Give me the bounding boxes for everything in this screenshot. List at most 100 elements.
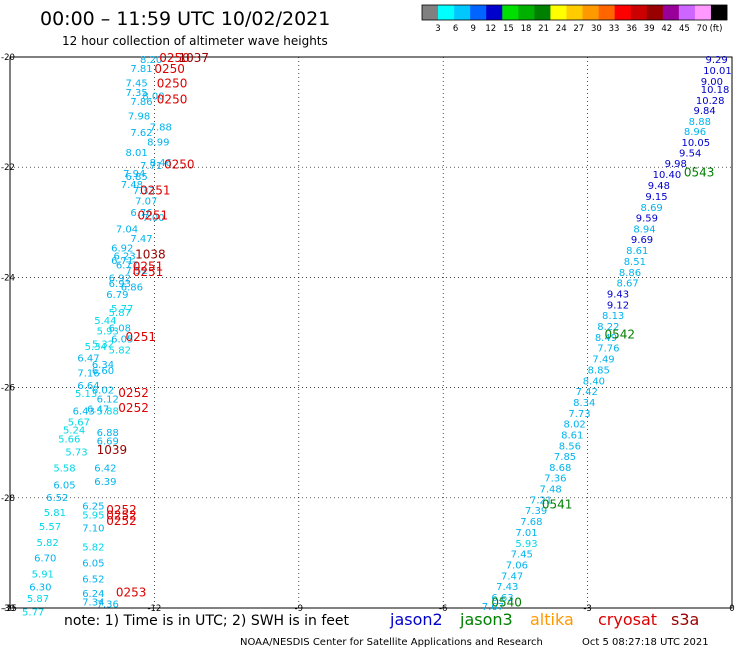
y-tick-label: -26 — [1, 384, 15, 394]
swh-value-label: 6.63 — [491, 593, 513, 604]
swh-value-label: 7.07 — [135, 196, 157, 207]
swh-value-label: 5.87 — [109, 308, 131, 319]
plot-area — [9, 56, 733, 609]
swh-value-label: 7.81 — [130, 64, 152, 75]
colorbar-label: 42 — [661, 24, 672, 34]
swh-value-label: 8.67 — [616, 278, 638, 289]
colorbar-swatch — [470, 5, 487, 20]
swh-value-label: 7.52 — [126, 266, 148, 277]
pass-time-label: 0252 — [106, 514, 137, 528]
legend-entry: s3a — [671, 610, 699, 629]
swh-value-label: 8.13 — [602, 311, 624, 322]
swh-value-label: 6.05 — [82, 558, 104, 569]
swh-value-label: 6.77 — [116, 260, 138, 271]
swh-value-label: 8.40 — [583, 377, 605, 388]
swh-value-label: 8.49 — [595, 333, 617, 344]
pass-time-label: 0250 — [157, 76, 188, 90]
swh-value-label: 8.46 — [150, 158, 172, 169]
swh-value-label: 7.39 — [525, 506, 547, 517]
colorbar-swatch — [566, 5, 583, 20]
swh-value-label: 6.93 — [109, 279, 131, 290]
colorbar-swatch — [694, 5, 712, 20]
colorbar-label: 3 — [435, 24, 440, 34]
swh-value-label: 7.47 — [130, 234, 152, 245]
pass-time-label: 0252 — [106, 503, 137, 517]
swh-value-label: 6.52 — [82, 574, 104, 585]
swh-value-label: 6.12 — [97, 395, 119, 406]
swh-value-label: 5.34 — [85, 342, 107, 353]
swh-value-label: 6.23 — [113, 251, 135, 262]
y-tick-label: -20 — [1, 53, 15, 63]
pass-time-label: 0251 — [133, 265, 164, 279]
swh-value-label: 5.82 — [109, 346, 131, 357]
y-tick-label: -30 — [1, 604, 15, 614]
colorbar-swatch — [614, 5, 631, 20]
plot-grid — [10, 57, 732, 608]
colorbar-swatch — [550, 5, 567, 20]
swh-value-label: 8.02 — [564, 420, 586, 431]
pass-time-label: 0253 — [116, 586, 147, 600]
swh-value-label: 6.85 — [126, 172, 148, 183]
swh-value-label: 8.85 — [588, 366, 610, 377]
swh-value-label: 7.67 — [482, 602, 504, 613]
swh-value-label: 10.01 — [703, 66, 732, 77]
colorbar-swatch — [678, 5, 696, 20]
swh-value-label: 9.69 — [631, 235, 653, 246]
swh-value-label: 6.47 — [77, 353, 99, 364]
swh-value-label: 8.88 — [689, 117, 711, 128]
swh-value-label: 6.39 — [94, 477, 116, 488]
swh-value-label: 7.73 — [568, 409, 590, 420]
swh-value-label: 7.88 — [150, 123, 172, 134]
swh-value-label: 7.71 — [140, 161, 162, 172]
swh-value-label: 6.05 — [53, 481, 75, 492]
swh-value-label: 7.35 — [126, 88, 148, 99]
swh-value-label: 7.36 — [97, 600, 119, 611]
swh-value-label: 6.92 — [111, 244, 133, 255]
swh-value-label: 7.33 — [133, 186, 155, 197]
colorbar-swatch — [534, 5, 551, 20]
pass-time-label: 0540 — [491, 595, 522, 609]
colorbar-label: 6 — [453, 24, 458, 34]
colorbar-swatch — [630, 5, 648, 20]
swh-value-label: 10.18 — [701, 85, 730, 96]
swh-value-label: 8.01 — [126, 148, 148, 159]
footer-credit: NOAA/NESDIS Center for Satellite Applica… — [240, 637, 543, 648]
colorbar-label: 39 — [644, 24, 655, 34]
swh-value-label: 7.00 — [142, 213, 164, 224]
swh-value-label: 5.67 — [68, 417, 90, 428]
swh-value-label: 5.77 — [22, 607, 44, 618]
chart-subtitle: 12 hour collection of altimeter wave hei… — [62, 34, 328, 48]
swh-value-label: 7.86 — [130, 97, 152, 108]
swh-value-label: 5.57 — [39, 522, 61, 533]
swh-value-label: 10.28 — [696, 96, 725, 107]
swh-value-label: 7.76 — [597, 343, 619, 354]
swh-value-label: 7.48 — [539, 485, 561, 496]
swh-value-label: 7.16 — [77, 368, 99, 379]
swh-value-label: 8.51 — [624, 257, 646, 268]
legend-entry: jason3 — [459, 610, 513, 629]
colorbar-swatch — [710, 5, 728, 20]
colorbar-label: 21 — [538, 24, 549, 34]
swh-value-label: 9.54 — [679, 148, 701, 159]
y-tick-label: -28 — [1, 494, 15, 504]
swh-value-label: 6.43 — [73, 406, 95, 417]
colorbar-label: 9 — [470, 24, 475, 34]
swh-value-label: 7.36 — [544, 474, 566, 485]
x-tick-label: -6 — [439, 604, 447, 614]
swh-value-label: 7.10 — [82, 524, 104, 535]
swh-value-label: 5.88 — [97, 406, 119, 417]
colorbar-swatch — [646, 5, 664, 20]
swh-value-label: 9.12 — [607, 301, 629, 312]
swh-value-label: 7.43 — [496, 582, 518, 593]
x-tick-label: -12 — [147, 604, 161, 614]
swh-value-label: 5.58 — [53, 464, 75, 475]
swh-value-label: 8.61 — [561, 431, 583, 442]
colorbar-swatch — [422, 5, 439, 20]
swh-value-label: 5.93 — [515, 539, 537, 550]
axis-ticks: -15 -12 -9 -6 -3 0-20-22-24-26-28-30 — [1, 53, 735, 614]
swh-value-label: 6.05 — [111, 335, 133, 346]
swh-value-label: 6.02 — [92, 385, 114, 396]
swh-value-label: 9.43 — [607, 289, 629, 300]
colorbar-label: 45 — [679, 24, 690, 34]
swh-value-label: 7.42 — [576, 387, 598, 398]
